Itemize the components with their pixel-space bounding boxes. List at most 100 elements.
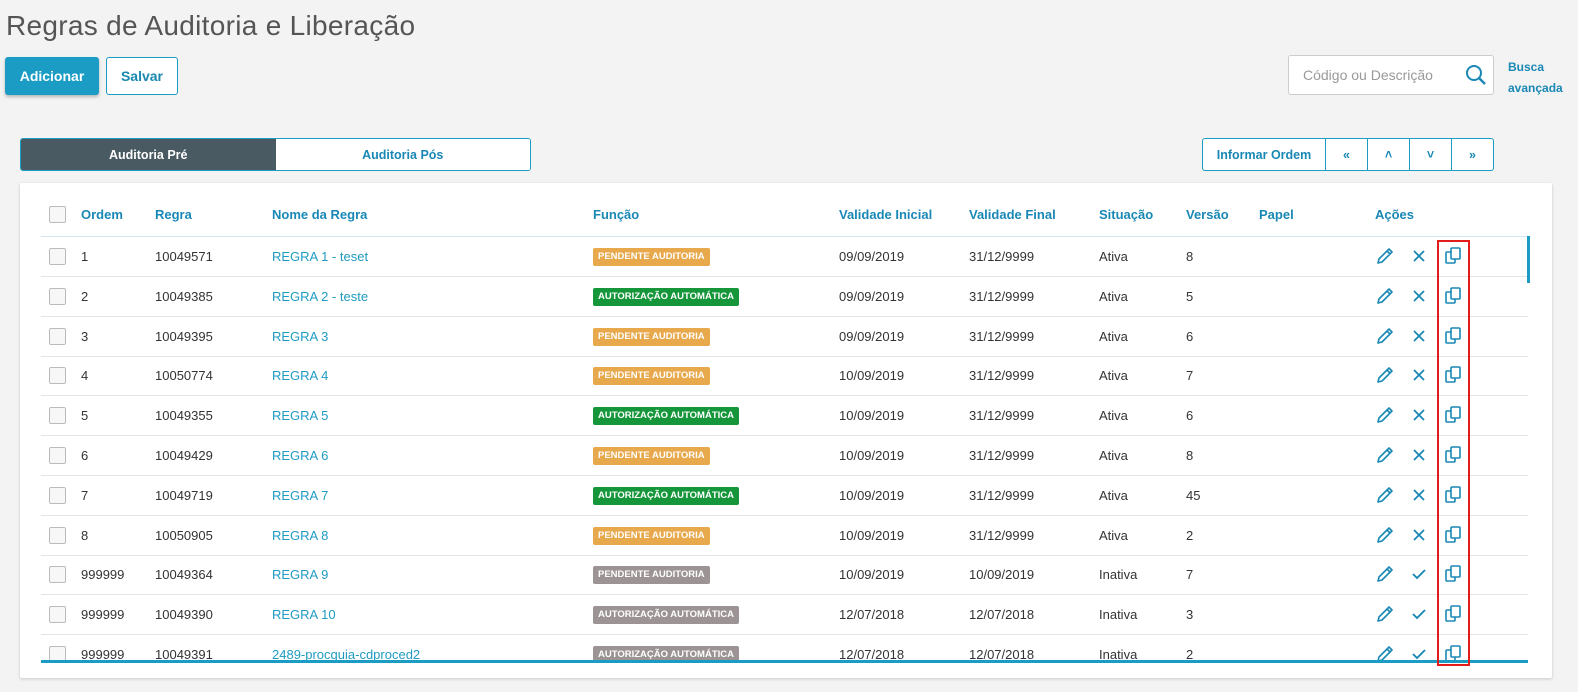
edit-icon[interactable] [1375, 246, 1395, 266]
rule-name-link[interactable]: REGRA 9 [272, 567, 329, 583]
order-button[interactable]: « [1325, 139, 1367, 170]
add-button[interactable]: Adicionar [5, 57, 99, 95]
copy-icon[interactable] [1443, 365, 1463, 385]
rule-name-link[interactable]: REGRA 8 [272, 527, 329, 543]
row-checkbox[interactable] [49, 248, 66, 265]
cell: Inativa [1099, 647, 1138, 661]
rule-name-link[interactable]: REGRA 7 [272, 487, 329, 503]
rule-name-link[interactable]: REGRA 2 - teste [272, 288, 369, 304]
cell: Inativa [1099, 567, 1138, 583]
order-button[interactable]: Informar Ordem [1216, 147, 1312, 162]
search-input[interactable]: Código ou Descrição [1288, 55, 1494, 95]
cell: Inativa [1099, 607, 1138, 623]
row-checkbox[interactable] [49, 287, 66, 305]
edit-icon[interactable] [1375, 286, 1395, 306]
edit-icon[interactable] [1375, 525, 1395, 545]
rule-name-link[interactable]: REGRA 10 [272, 607, 336, 623]
toggle-icon[interactable] [1409, 365, 1429, 385]
toggle-icon[interactable] [1409, 604, 1429, 624]
copy-icon[interactable] [1443, 604, 1463, 624]
function-badge: AUTORIZAÇÃO AUTOMÁTICA [593, 606, 739, 625]
copy-icon[interactable] [1443, 564, 1463, 584]
copy-icon[interactable] [1443, 525, 1463, 545]
cell: 12/07/2018 [839, 607, 905, 623]
cell: 8 [1186, 448, 1194, 463]
cell: 6 [1186, 328, 1194, 344]
toggle-icon[interactable] [1409, 405, 1429, 425]
rule-name-link[interactable]: REGRA 6 [272, 448, 329, 463]
cell: 999999 [81, 647, 125, 661]
column-header: Ações [1375, 207, 1415, 222]
order-button[interactable]: ˅ [1409, 139, 1451, 170]
order-button[interactable]: ˄ [1367, 139, 1409, 170]
cell: 5 [81, 408, 89, 424]
edit-icon[interactable] [1375, 604, 1395, 624]
toggle-icon[interactable] [1409, 286, 1429, 306]
copy-icon[interactable] [1443, 445, 1463, 465]
search-icon[interactable] [1465, 64, 1487, 86]
function-badge: PENDENTE AUDITORIA [593, 447, 710, 465]
edit-icon[interactable] [1375, 485, 1395, 505]
column-header: Ordem [81, 207, 123, 222]
cell: 10050905 [155, 527, 213, 543]
copy-icon[interactable] [1443, 405, 1463, 425]
row-checkbox[interactable] [49, 606, 66, 624]
cell: 10049385 [155, 288, 213, 304]
cell: 31/12/9999 [969, 249, 1035, 264]
tab[interactable]: Auditoria Pós [275, 139, 530, 170]
copy-icon[interactable] [1443, 485, 1463, 505]
column-header: Versão [1186, 207, 1229, 222]
toggle-icon[interactable] [1409, 564, 1429, 584]
row-checkbox[interactable] [49, 327, 66, 345]
toggle-icon[interactable] [1409, 485, 1429, 505]
rule-name-link[interactable]: REGRA 5 [272, 408, 329, 424]
row-checkbox[interactable] [49, 646, 66, 661]
row-checkbox[interactable] [49, 566, 66, 584]
tab[interactable]: Auditoria Pré [21, 139, 276, 170]
rule-name-link[interactable]: REGRA 3 [272, 328, 329, 344]
cell: Ativa [1099, 328, 1128, 344]
toggle-icon[interactable] [1409, 246, 1429, 266]
cell: 09/09/2019 [839, 328, 905, 344]
edit-icon[interactable] [1375, 365, 1395, 385]
table-row: 2 10049385 REGRA 2 - teste AUTORIZAÇÃO AUTO… [41, 277, 1528, 317]
toggle-icon[interactable] [1409, 326, 1429, 346]
row-checkbox[interactable] [49, 367, 66, 385]
column-header: Regra [155, 207, 192, 222]
cell: 31/12/9999 [969, 527, 1035, 543]
cell: 10049364 [155, 567, 213, 583]
order-button[interactable]: » [1451, 139, 1493, 170]
function-badge: PENDENTE AUDITORIA [593, 327, 710, 346]
copy-icon[interactable] [1443, 246, 1463, 266]
row-checkbox[interactable] [49, 407, 66, 425]
toggle-icon[interactable] [1409, 445, 1429, 465]
save-button[interactable]: Salvar [106, 57, 178, 95]
edit-icon[interactable] [1375, 564, 1395, 584]
advanced-search[interactable]: Busca avançada [1508, 57, 1563, 99]
rule-name-link[interactable]: REGRA 1 - teset [272, 249, 369, 264]
edit-icon[interactable] [1375, 326, 1395, 346]
cell: 31/12/9999 [969, 448, 1035, 463]
cell: 12/07/2018 [839, 647, 905, 661]
highlight-box [1437, 240, 1470, 666]
rule-name-link[interactable]: REGRA 4 [272, 368, 329, 384]
row-checkbox[interactable] [49, 526, 66, 544]
rule-name-link[interactable]: 2489-procquia-cdproced2 [272, 647, 421, 661]
function-badge: PENDENTE AUDITORIA [593, 248, 710, 266]
row-checkbox[interactable] [49, 447, 66, 464]
cell: 10/09/2019 [969, 567, 1035, 583]
copy-icon[interactable] [1443, 644, 1463, 661]
toggle-icon[interactable] [1409, 525, 1429, 545]
edit-icon[interactable] [1375, 644, 1395, 661]
cell: 10049429 [155, 448, 213, 463]
select-all-checkbox[interactable] [49, 206, 66, 223]
edit-icon[interactable] [1375, 405, 1395, 425]
edit-icon[interactable] [1375, 445, 1395, 465]
row-checkbox[interactable] [49, 486, 66, 504]
copy-icon[interactable] [1443, 286, 1463, 306]
toggle-icon[interactable] [1409, 644, 1429, 661]
cell: 1 [81, 249, 89, 264]
cell: 8 [81, 527, 89, 543]
copy-icon[interactable] [1443, 326, 1463, 346]
